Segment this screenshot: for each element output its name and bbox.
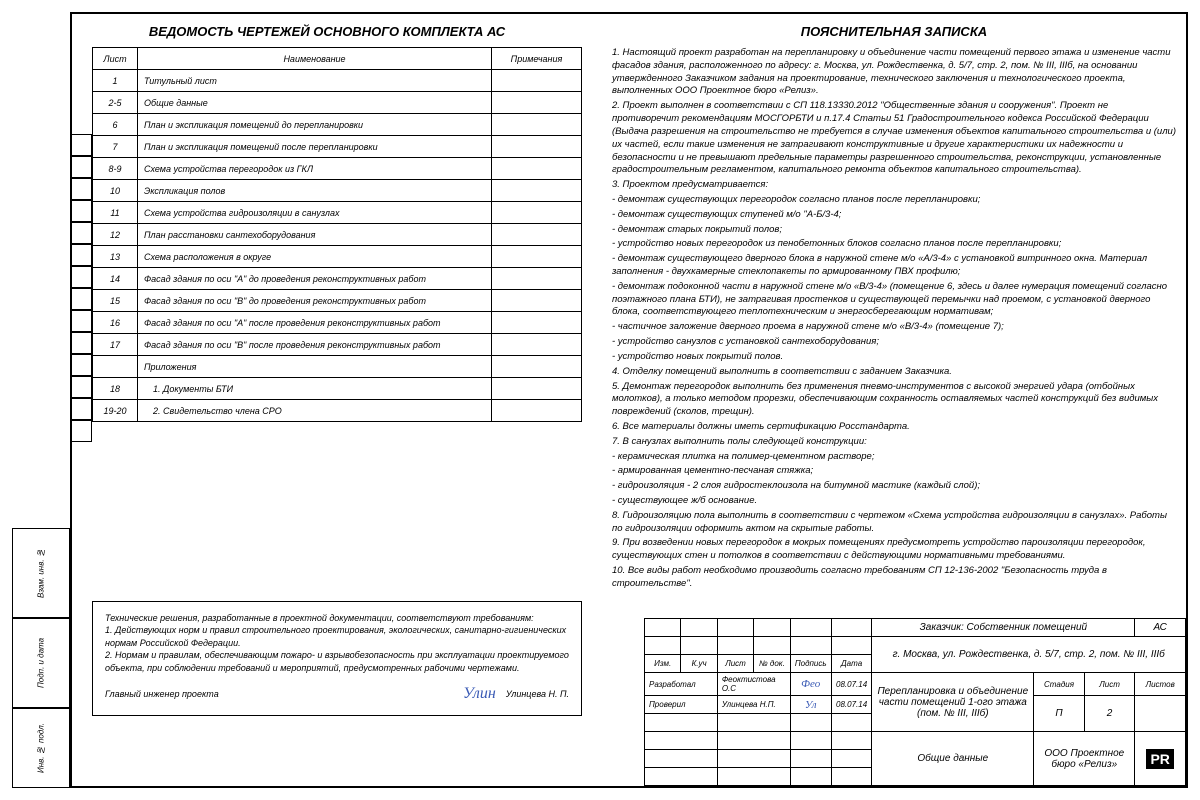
table-row: 181. Документы БТИ — [93, 378, 582, 400]
explain-item: - демонтаж старых покрытий полов; — [612, 224, 1176, 237]
stamp-dev-sign: Фео — [790, 673, 831, 696]
table-header-row: Лист Наименование Примечания — [93, 48, 582, 70]
left-grid-marks — [72, 134, 92, 786]
table-row: 16Фасад здания по оси "А" после проведен… — [93, 312, 582, 334]
explain-para: 4. Отделку помещений выполнить в соответ… — [612, 366, 1176, 379]
explain-item: - демонтаж существующего дверного блока … — [612, 253, 1176, 279]
header-sheet: Лист — [93, 48, 138, 70]
table-row: 12План расстановки сантехоборудования — [93, 224, 582, 246]
margin-cell-inv: Инв. № подл. — [12, 708, 70, 788]
stamp-company: ООО Проектное бюро «Релиз» — [1034, 732, 1135, 786]
signer-role: Главный инженер проекта — [105, 688, 219, 701]
explain-item: - устройство санузлов с установкой санте… — [612, 336, 1176, 349]
stamp-sheet-num: 2 — [1084, 696, 1135, 732]
explain-item: - гидроизоляция - 2 слоя гидростеклоизол… — [612, 480, 1176, 493]
explain-item: - армированная цементно-песчаная стяжка; — [612, 465, 1176, 478]
binding-margin: Инв. № подл. Подп. и дата Взам. инв. № — [12, 12, 70, 788]
explain-para: 9. При возведении новых перегородок в мо… — [612, 537, 1176, 563]
stamp-address: г. Москва, ул. Рождественка, д. 5/7, стр… — [872, 637, 1186, 673]
stamp-h-sheet: Лист — [717, 655, 753, 673]
explanatory-note-title: ПОЯСНИТЕЛЬНАЯ ЗАПИСКА — [602, 24, 1186, 39]
table-row: 13Схема расположения в округе — [93, 246, 582, 268]
table-row: 6План и экспликация помещений до перепла… — [93, 114, 582, 136]
explain-item: - устройство новых покрытий полов. — [612, 351, 1176, 364]
explain-item: - существующее ж/б основание. — [612, 495, 1176, 508]
stamp-check-sign: Ул — [790, 696, 831, 714]
table-row: 19-202. Свидетельство члена СРО — [93, 400, 582, 422]
tech-note-line: Технические решения, разработанные в про… — [105, 612, 569, 625]
table-row: 1Титульный лист — [93, 70, 582, 92]
explain-para: 2. Проект выполнен в соответствии с СП 1… — [612, 100, 1176, 177]
signature-mark: Улин — [463, 683, 496, 705]
explain-para: 7. В санузлах выполнить полы следующей к… — [612, 436, 1176, 449]
explain-item: - частичное заложение дверного проема в … — [612, 321, 1176, 334]
tech-note-line: 2. Нормам и правилам, обеспечивающим пож… — [105, 649, 569, 674]
explain-item: - демонтаж подоконной части в наружной с… — [612, 281, 1176, 319]
explain-para: 6. Все материалы должны иметь сертификац… — [612, 421, 1176, 434]
table-row: 17Фасад здания по оси "В" после проведен… — [93, 334, 582, 356]
stamp-sheets-h: Листов — [1135, 673, 1186, 696]
signer-name: Улинцева Н. П. — [506, 688, 569, 701]
stamp-h-doc: № док. — [754, 655, 790, 673]
drawings-list-title: ВЕДОМОСТЬ ЧЕРТЕЖЕЙ ОСНОВНОГО КОМПЛЕКТА А… — [72, 24, 582, 39]
explain-para: 8. Гидроизоляцию пола выполнить в соотве… — [612, 510, 1176, 536]
table-row: 15Фасад здания по оси "В" до проведения … — [93, 290, 582, 312]
explain-para: 5. Демонтаж перегородок выполнить без пр… — [612, 381, 1176, 419]
header-notes: Примечания — [492, 48, 582, 70]
title-block-stamp: Заказчик: Собственник помещений АС г. Мо… — [644, 618, 1186, 786]
table-row: 8-9Схема устройства перегородок из ГКЛ — [93, 158, 582, 180]
table-row: 10Экспликация полов — [93, 180, 582, 202]
stamp-project-title: Перепланировка и объединение части помещ… — [872, 673, 1034, 732]
table-row: 14Фасад здания по оси "А" до проведения … — [93, 268, 582, 290]
table-row: 11Схема устройства гидроизоляции в сануз… — [93, 202, 582, 224]
company-logo: PR — [1135, 732, 1186, 786]
stamp-dev-label: Разработал — [645, 673, 718, 696]
stamp-check-name: Улинцева Н.П. — [717, 696, 790, 714]
stamp-sheet-h: Лист — [1084, 673, 1135, 696]
stamp-dev-date: 08.07.14 — [831, 673, 872, 696]
explain-item: - демонтаж существующих ступеней м/о "А-… — [612, 209, 1176, 222]
content-area: ВЕДОМОСТЬ ЧЕРТЕЖЕЙ ОСНОВНОГО КОМПЛЕКТА А… — [72, 14, 1186, 786]
right-column: ПОЯСНИТЕЛЬНАЯ ЗАПИСКА 1. Настоящий проек… — [602, 14, 1186, 786]
stamp-code: АС — [1135, 619, 1186, 637]
table-row: Приложения — [93, 356, 582, 378]
left-column: ВЕДОМОСТЬ ЧЕРТЕЖЕЙ ОСНОВНОГО КОМПЛЕКТА А… — [72, 14, 582, 786]
tech-note-line: 1. Действующих норм и правил строительно… — [105, 624, 569, 649]
explain-item: - устройство новых перегородок из пенобе… — [612, 238, 1176, 251]
stamp-check-date: 08.07.14 — [831, 696, 872, 714]
explain-para: 1. Настоящий проект разработан на перепл… — [612, 47, 1176, 98]
header-name: Наименование — [138, 48, 492, 70]
drawings-table: Лист Наименование Примечания 1Титульный … — [92, 47, 582, 422]
stamp-h-date: Дата — [831, 655, 872, 673]
stamp-check-label: Проверил — [645, 696, 718, 714]
explain-para: 3. Проектом предусматривается: — [612, 179, 1176, 192]
stamp-h-izm: Изм. — [645, 655, 681, 673]
stamp-customer: Заказчик: Собственник помещений — [872, 619, 1135, 637]
signature-line: Главный инженер проекта Улин Улинцева Н.… — [105, 683, 569, 705]
margin-cell-vzam: Взам. инв. № — [12, 528, 70, 618]
explain-item: - керамическая плитка на полимер-цементн… — [612, 451, 1176, 464]
stamp-stage-h: Стадия — [1034, 673, 1085, 696]
technical-note-box: Технические решения, разработанные в про… — [92, 601, 582, 716]
stamp-doc-name: Общие данные — [872, 732, 1034, 786]
explain-para: 10. Все виды работ необходимо производит… — [612, 565, 1176, 591]
stamp-stage: П — [1034, 696, 1085, 732]
explain-item: - демонтаж существующих перегородок согл… — [612, 194, 1176, 207]
stamp-dev-name: Феоктистова О.С — [717, 673, 790, 696]
margin-cell-podp: Подп. и дата — [12, 618, 70, 708]
stamp-h-sign: Подпись — [790, 655, 831, 673]
table-row: 7План и экспликация помещений после пере… — [93, 136, 582, 158]
table-row: 2-5Общие данные — [93, 92, 582, 114]
stamp-sheets-total — [1135, 696, 1186, 732]
stamp-h-kuch: К.уч — [681, 655, 717, 673]
